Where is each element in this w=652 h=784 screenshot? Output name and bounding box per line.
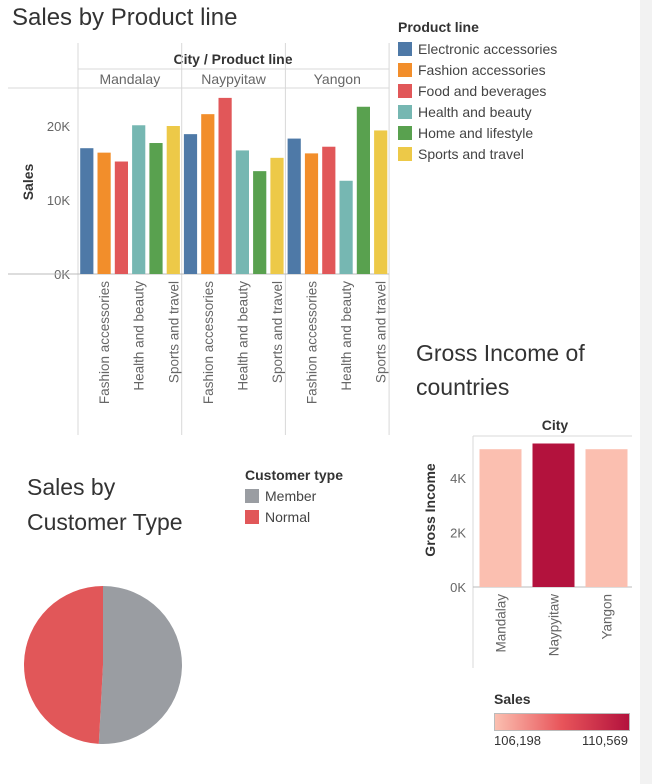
product-axis-label: Health and beauty <box>235 281 250 391</box>
customer-type-pie <box>24 586 183 744</box>
product-axis-label: Fashion accessories <box>97 281 112 404</box>
pie-slice-member[interactable] <box>98 586 183 744</box>
product-axis-label: Sports and travel <box>166 281 181 383</box>
sales-by-product-chart: City / Product line Mandalay Naypyitaw Yang… <box>8 43 390 435</box>
legend-label: Health and beauty <box>418 103 532 120</box>
sales-bar[interactable] <box>287 138 301 274</box>
sales-bar[interactable] <box>183 134 198 274</box>
customer-type-legend-item[interactable]: Normal <box>245 506 343 527</box>
legend-swatch <box>245 509 259 524</box>
sales-bar[interactable] <box>374 130 388 274</box>
sales-color-legend: Sales 106,198 110,569 <box>494 691 634 748</box>
pie-slice-normal[interactable] <box>24 586 103 744</box>
sales-bar[interactable] <box>304 153 319 274</box>
legend-label: Sports and travel <box>418 145 524 162</box>
sales-bar[interactable] <box>322 146 336 274</box>
legend-swatch <box>245 488 259 503</box>
product-line-legend-item[interactable]: Home and lifestyle <box>398 122 557 143</box>
sales-color-max: 110,569 <box>581 733 628 748</box>
gi-header: City <box>542 417 569 433</box>
y-tick-label: 10K <box>47 193 70 208</box>
gross-income-chart: City 0K 2K 4K Gross Income Mandalay Naypyitaw… <box>422 417 632 668</box>
sales-color-min: 106,198 <box>494 733 541 748</box>
legend-swatch <box>398 146 412 161</box>
gi-city-label: Yangon <box>600 594 615 640</box>
product-line-legend: Product line Electronic accessories Fashi… <box>398 19 557 164</box>
product-axis-label: Fashion accessories <box>201 281 216 404</box>
product-line-legend-item[interactable]: Fashion accessories <box>398 59 557 80</box>
customer-type-title: Sales by Customer Type <box>27 474 183 535</box>
sales-bar[interactable] <box>218 97 232 274</box>
legend-label: Electronic accessories <box>418 40 558 57</box>
legend-swatch <box>398 83 412 98</box>
sales-color-legend-title: Sales <box>494 691 531 707</box>
product-axis-label: Sports and travel <box>374 281 389 383</box>
product-axis-label: Health and beauty <box>339 281 354 391</box>
city-label: Yangon <box>314 71 361 87</box>
legend-label: Normal <box>265 508 311 525</box>
sales-bar[interactable] <box>339 180 353 274</box>
product-line-legend-item[interactable]: Sports and travel <box>398 143 557 164</box>
sales-bar[interactable] <box>253 171 267 274</box>
product-axis-label: Health and beauty <box>132 281 147 391</box>
sales-by-product-title: Sales by Product line <box>12 4 238 31</box>
product-axis-label: Fashion accessories <box>305 281 320 404</box>
sales-bar[interactable] <box>97 152 111 274</box>
customer-type-legend: Customer type Member Normal <box>245 467 343 527</box>
gi-y-tick-label: 4K <box>450 471 466 486</box>
product-line-legend-item[interactable]: Food and beverages <box>398 80 557 101</box>
legend-swatch <box>398 62 412 77</box>
y-axis-label: Sales <box>20 163 36 200</box>
gi-y-axis-label: Gross Income <box>422 463 438 557</box>
gi-city-label: Mandalay <box>494 594 509 653</box>
product-chart-header: City / Product line <box>173 51 292 67</box>
gross-income-title: Gross Income of countries <box>416 340 585 400</box>
sales-bar[interactable] <box>235 150 249 274</box>
sales-bar[interactable] <box>166 126 180 274</box>
gross-income-bar[interactable] <box>532 443 575 587</box>
gross-income-bar[interactable] <box>585 449 628 587</box>
legend-label: Home and lifestyle <box>418 124 534 141</box>
gi-y-tick-label: 2K <box>450 526 466 541</box>
gross-income-bar[interactable] <box>479 449 522 587</box>
product-line-legend-item[interactable]: Electronic accessories <box>398 38 557 59</box>
sales-bar[interactable] <box>114 161 128 274</box>
sales-bar[interactable] <box>356 106 370 274</box>
legend-swatch <box>398 104 412 119</box>
sales-bar[interactable] <box>132 125 146 274</box>
legend-swatch <box>398 41 412 56</box>
legend-label: Fashion accessories <box>418 61 546 78</box>
legend-swatch <box>398 125 412 140</box>
sales-bar[interactable] <box>201 114 215 274</box>
sales-bar[interactable] <box>270 157 284 274</box>
sales-bar[interactable] <box>80 148 94 274</box>
city-label: Naypyitaw <box>201 71 266 87</box>
y-tick-label: 20K <box>47 119 70 134</box>
legend-label: Member <box>265 487 317 504</box>
sales-bar[interactable] <box>149 143 163 274</box>
scrollbar[interactable] <box>640 0 652 784</box>
product-line-legend-title: Product line <box>398 19 479 35</box>
product-axis-label: Sports and travel <box>270 281 285 383</box>
sales-color-ramp <box>494 713 630 731</box>
gi-city-label: Naypyitaw <box>547 594 562 657</box>
legend-label: Food and beverages <box>418 82 547 99</box>
customer-type-legend-title: Customer type <box>245 467 344 483</box>
customer-type-legend-item[interactable]: Member <box>245 485 343 506</box>
gi-y-tick-label: 0K <box>450 580 466 595</box>
product-line-legend-item[interactable]: Health and beauty <box>398 101 557 122</box>
city-label: Mandalay <box>99 71 160 87</box>
